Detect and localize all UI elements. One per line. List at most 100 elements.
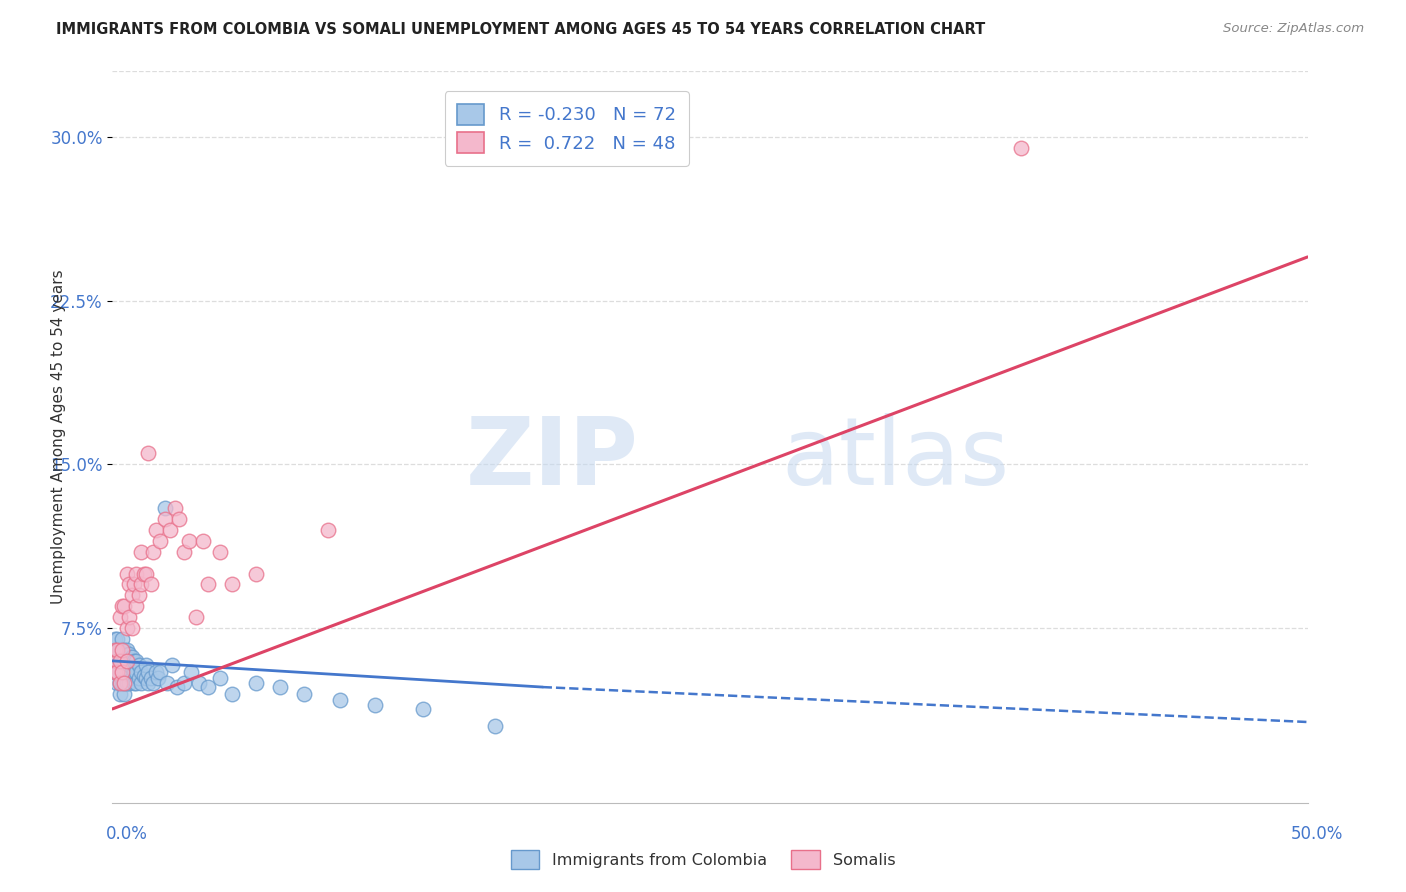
Point (173, 545, 195, 559)
Point (108, 643, 131, 657)
Point (108, 654, 131, 668)
Point (156, 675, 179, 690)
Point (118, 675, 141, 690)
Text: ZIP: ZIP (465, 413, 638, 505)
Point (166, 680, 188, 694)
Point (209, 671, 232, 685)
Point (149, 533, 172, 548)
Point (125, 599, 148, 614)
Point (193, 533, 215, 548)
Point (187, 675, 209, 690)
Point (129, 665, 152, 679)
Point (108, 675, 131, 690)
Point (221, 687, 243, 701)
Point (108, 654, 131, 668)
Point (114, 675, 135, 690)
Point (105, 632, 128, 646)
Point (115, 654, 138, 668)
Point (121, 588, 143, 602)
Point (118, 665, 141, 679)
Point (121, 621, 143, 635)
Point (111, 632, 134, 646)
Point (105, 665, 128, 679)
Point (118, 648, 141, 662)
Point (121, 649, 143, 664)
Point (105, 665, 128, 679)
Point (114, 665, 135, 679)
Point (111, 643, 134, 657)
Point (108, 665, 131, 679)
Point (125, 675, 148, 690)
Legend: R = -0.230   N = 72, R =  0.722   N = 48: R = -0.230 N = 72, R = 0.722 N = 48 (444, 91, 689, 166)
Point (153, 501, 176, 516)
Point (115, 665, 138, 679)
Point (104, 643, 127, 657)
Point (122, 675, 145, 690)
Point (111, 643, 134, 657)
Point (197, 680, 219, 694)
Text: IMMIGRANTS FROM COLOMBIA VS SOMALI UNEMPLOYMENT AMONG AGES 45 TO 54 YEARS CORREL: IMMIGRANTS FROM COLOMBIA VS SOMALI UNEMP… (56, 22, 986, 37)
Point (125, 566, 148, 581)
Point (111, 654, 134, 668)
Point (163, 501, 186, 516)
Point (177, 533, 200, 548)
Point (114, 599, 135, 614)
Point (149, 665, 172, 679)
Point (145, 523, 167, 537)
Point (115, 675, 138, 690)
Point (111, 665, 134, 679)
Point (153, 512, 176, 526)
Point (105, 643, 128, 657)
Point (105, 675, 128, 690)
Point (138, 446, 160, 460)
Point (146, 671, 169, 685)
Point (132, 566, 155, 581)
Point (269, 680, 291, 694)
Point (115, 643, 138, 657)
Point (121, 671, 143, 685)
Point (316, 523, 339, 537)
Point (115, 566, 138, 581)
Point (364, 698, 387, 712)
Point (484, 719, 506, 733)
Point (142, 545, 165, 559)
Point (122, 577, 145, 591)
Point (105, 654, 128, 668)
Point (108, 675, 131, 690)
Point (135, 658, 157, 673)
Point (121, 660, 143, 674)
Point (412, 702, 434, 716)
Point (1010, 141, 1032, 155)
Point (104, 643, 127, 657)
Point (104, 632, 127, 646)
Point (108, 610, 131, 624)
Text: 0.0%: 0.0% (105, 825, 148, 843)
Point (159, 523, 181, 537)
Point (125, 654, 148, 668)
Point (180, 665, 202, 679)
Point (138, 675, 160, 690)
Point (125, 665, 148, 679)
Point (104, 654, 127, 668)
Point (128, 588, 150, 602)
Point (115, 621, 138, 635)
Point (115, 654, 138, 668)
Point (129, 675, 152, 690)
Point (245, 566, 267, 581)
Point (209, 545, 232, 559)
Point (129, 577, 152, 591)
Point (122, 654, 145, 668)
Point (108, 687, 131, 701)
Point (111, 675, 134, 690)
Point (111, 599, 134, 614)
Point (104, 665, 127, 679)
Point (142, 675, 165, 690)
Point (138, 665, 160, 679)
Point (105, 654, 128, 668)
Point (132, 669, 155, 683)
Point (114, 675, 135, 690)
Point (128, 658, 150, 673)
Point (129, 545, 152, 559)
Point (118, 577, 141, 591)
Text: Source: ZipAtlas.com: Source: ZipAtlas.com (1223, 22, 1364, 36)
